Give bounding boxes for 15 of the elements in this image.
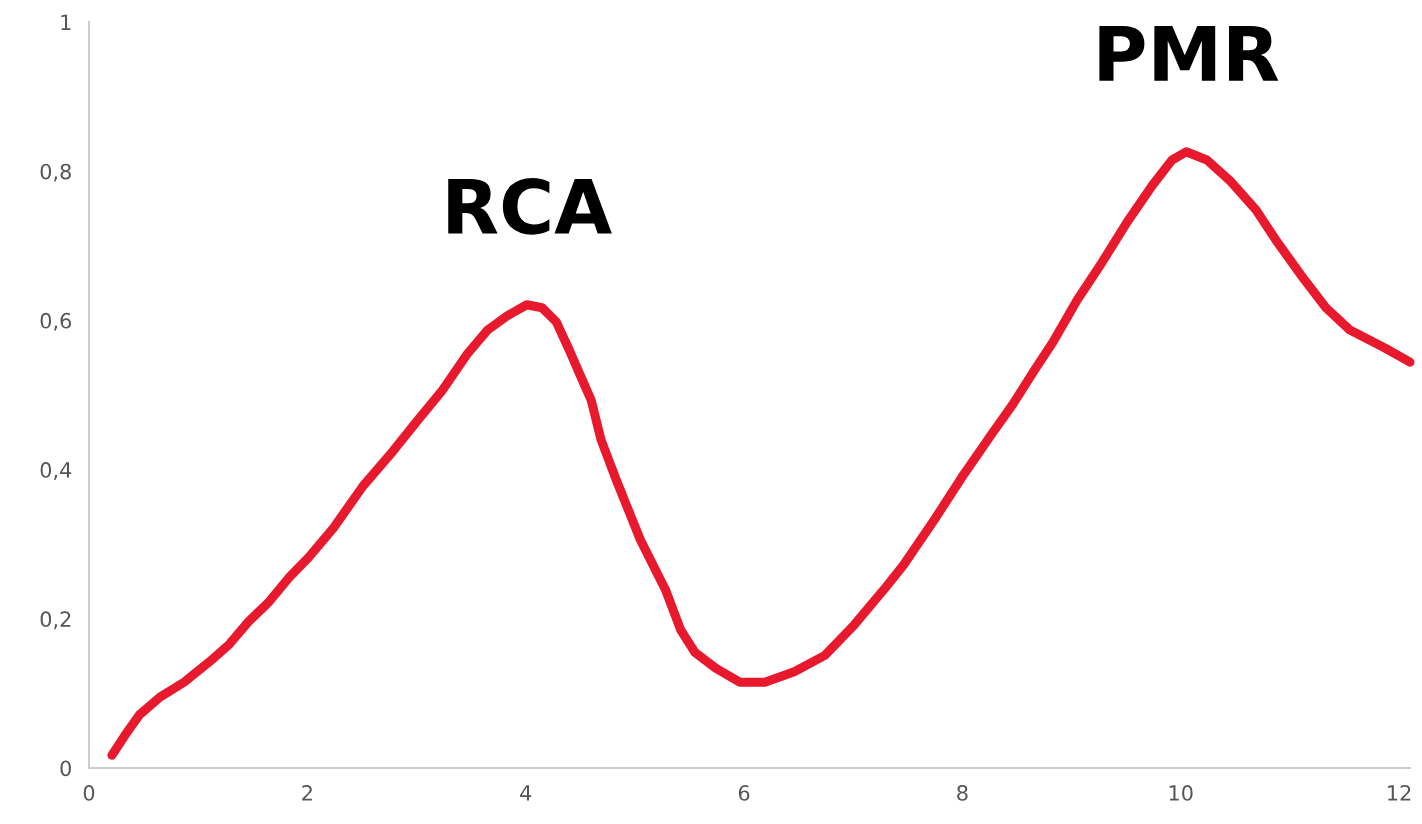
x-tick-label: 8	[957, 785, 968, 801]
x-tick-label: 6	[738, 785, 750, 801]
annotation: PMR	[1099, 25, 1279, 81]
x-tick-label: 2	[302, 785, 312, 801]
y-tick-label: 1	[61, 14, 71, 30]
annotation: RCA	[448, 177, 612, 235]
x-tick-label: 0	[83, 785, 95, 801]
y-tick-label: 0,6	[40, 312, 72, 331]
y-tick-label: 0	[60, 760, 71, 777]
y-tick-label: 0,2	[40, 611, 71, 630]
x-tick-label: 12	[1388, 785, 1411, 801]
x-tick-label: 10	[1169, 785, 1193, 801]
x-tick-label: 4	[520, 785, 532, 801]
y-tick-label: 0,4	[40, 462, 72, 480]
y-tick-label: 0,8	[40, 163, 71, 182]
